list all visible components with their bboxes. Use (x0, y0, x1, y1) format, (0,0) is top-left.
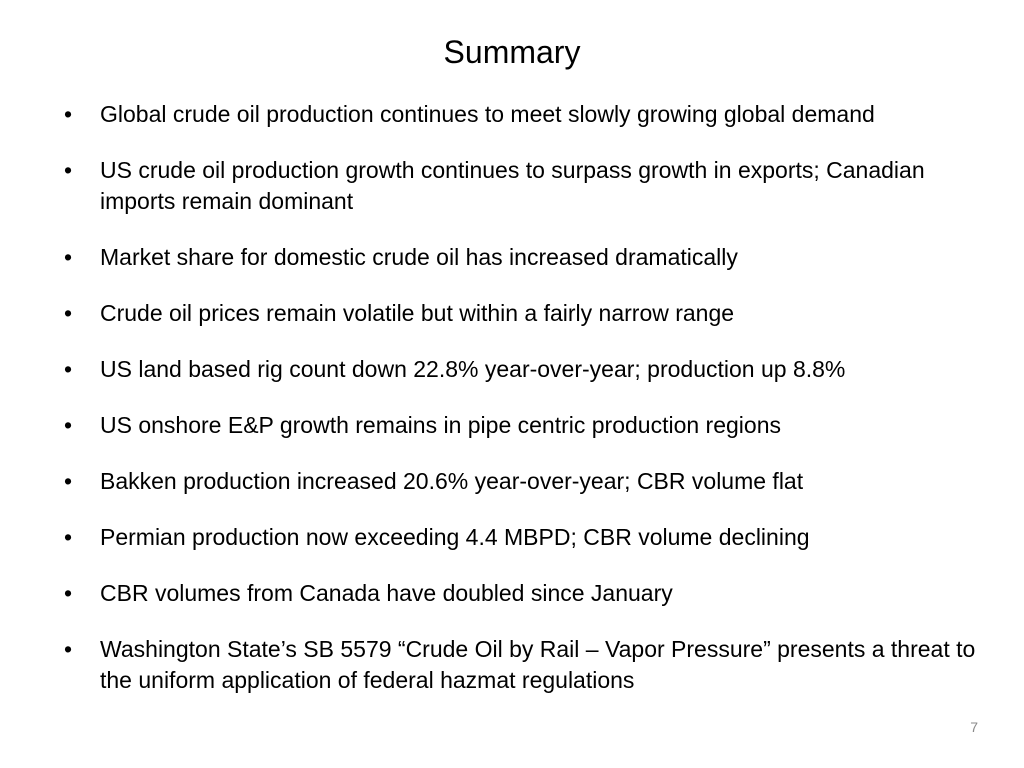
page-number: 7 (970, 719, 978, 735)
bullet-item: • Washington State’s SB 5579 “Crude Oil … (0, 634, 1024, 696)
bullet-item: • US crude oil production growth continu… (0, 155, 1024, 217)
bullet-dot-icon: • (63, 101, 73, 127)
bullet-item: • Market share for domestic crude oil ha… (0, 242, 1024, 273)
bullet-text: Market share for domestic crude oil has … (100, 244, 738, 270)
bullet-item: • US land based rig count down 22.8% yea… (0, 354, 1024, 385)
bullet-text: Global crude oil production continues to… (100, 101, 875, 127)
bullet-text: Crude oil prices remain volatile but wit… (100, 300, 735, 326)
bullet-text: US land based rig count down 22.8% year-… (100, 356, 846, 382)
bullet-dot-icon: • (63, 636, 73, 662)
bullet-dot-icon: • (63, 468, 73, 494)
slide-title: Summary (443, 34, 581, 70)
bullet-item: • Bakken production increased 20.6% year… (0, 466, 1024, 497)
bullet-item: • CBR volumes from Canada have doubled s… (0, 578, 1024, 609)
bullet-dot-icon: • (63, 300, 73, 326)
bullet-dot-icon: • (63, 356, 73, 382)
bullet-item: • Global crude oil production continues … (0, 99, 1024, 130)
bullet-list: • Global crude oil production continues … (0, 99, 1024, 721)
bullet-text: US crude oil production growth continues… (100, 157, 925, 214)
bullet-text: Washington State’s SB 5579 “Crude Oil by… (100, 636, 976, 693)
bullet-item: • Crude oil prices remain volatile but w… (0, 298, 1024, 329)
bullet-text: Permian production now exceeding 4.4 MBP… (100, 524, 810, 550)
bullet-item: • US onshore E&P growth remains in pipe … (0, 410, 1024, 441)
bullet-dot-icon: • (63, 157, 73, 183)
bullet-dot-icon: • (63, 580, 73, 606)
bullet-dot-icon: • (63, 524, 73, 550)
bullet-item: • Permian production now exceeding 4.4 M… (0, 522, 1024, 553)
bullet-dot-icon: • (63, 412, 73, 438)
bullet-text: CBR volumes from Canada have doubled sin… (100, 580, 673, 606)
bullet-text: Bakken production increased 20.6% year-o… (100, 468, 804, 494)
bullet-dot-icon: • (63, 244, 73, 270)
bullet-text: US onshore E&P growth remains in pipe ce… (100, 412, 781, 438)
